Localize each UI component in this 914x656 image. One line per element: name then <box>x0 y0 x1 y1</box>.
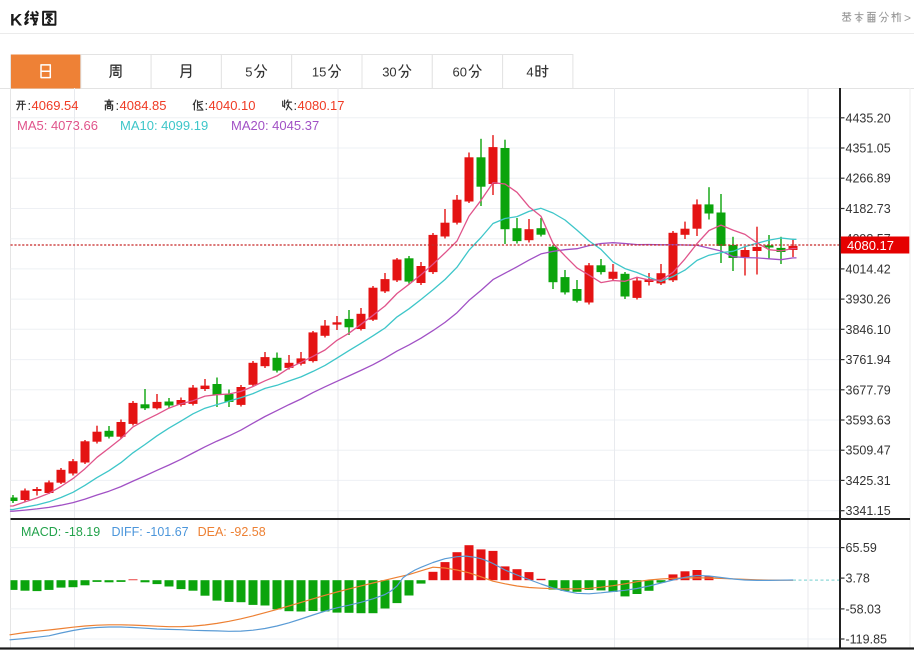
svg-text::: : <box>205 98 209 113</box>
svg-text:4014.42: 4014.42 <box>846 262 891 276</box>
svg-text:60: 60 <box>453 65 467 80</box>
svg-text:65.59: 65.59 <box>846 541 877 555</box>
svg-text:4069.54: 4069.54 <box>32 98 79 113</box>
svg-text:15: 15 <box>312 65 326 80</box>
svg-text:3761.94: 3761.94 <box>846 353 891 367</box>
svg-text:K: K <box>10 11 23 30</box>
svg-text:MA20: 4045.37: MA20: 4045.37 <box>231 118 319 133</box>
svg-text:4351.05: 4351.05 <box>846 142 891 156</box>
svg-text:30: 30 <box>382 65 396 80</box>
svg-text:3341.15: 3341.15 <box>846 504 891 518</box>
svg-text:4: 4 <box>526 65 533 80</box>
svg-text:MA5: 4073.66: MA5: 4073.66 <box>17 118 98 133</box>
svg-text:-119.85: -119.85 <box>846 633 888 647</box>
svg-text:4080.17: 4080.17 <box>847 238 894 253</box>
svg-text:4080.17: 4080.17 <box>298 98 345 113</box>
svg-text:3930.26: 3930.26 <box>846 293 891 307</box>
svg-text:3677.79: 3677.79 <box>846 383 891 397</box>
svg-text:MA10: 4099.19: MA10: 4099.19 <box>120 118 208 133</box>
svg-text::: : <box>28 98 32 113</box>
svg-text:-58.03: -58.03 <box>846 602 881 616</box>
svg-text:3846.10: 3846.10 <box>846 323 891 337</box>
svg-text:4040.10: 4040.10 <box>209 98 256 113</box>
svg-text:4435.20: 4435.20 <box>846 111 891 125</box>
svg-text:4266.89: 4266.89 <box>846 172 891 186</box>
svg-text:DEA: -92.58: DEA: -92.58 <box>198 525 266 539</box>
svg-text:4182.73: 4182.73 <box>846 202 891 216</box>
svg-text:3425.31: 3425.31 <box>846 474 891 488</box>
svg-text::: : <box>116 98 120 113</box>
svg-text:3.78: 3.78 <box>846 572 870 586</box>
svg-text:DIFF: -101.67: DIFF: -101.67 <box>112 525 189 539</box>
svg-text:>: > <box>904 11 911 25</box>
svg-text:3593.63: 3593.63 <box>846 414 891 428</box>
svg-text:3509.47: 3509.47 <box>846 444 891 458</box>
svg-text:MACD: -18.19: MACD: -18.19 <box>21 525 100 539</box>
svg-text::: : <box>294 98 298 113</box>
svg-text:4084.85: 4084.85 <box>120 98 167 113</box>
svg-text:5: 5 <box>245 65 252 80</box>
